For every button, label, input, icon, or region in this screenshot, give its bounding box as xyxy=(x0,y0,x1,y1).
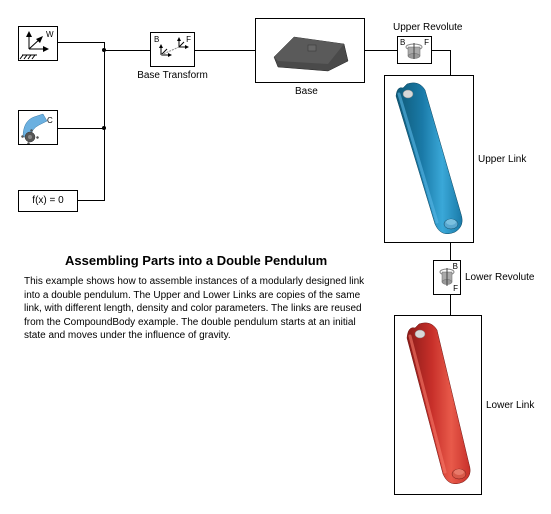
wire xyxy=(104,50,105,129)
diagram-description: This example shows how to assemble insta… xyxy=(24,275,374,343)
base-label: Base xyxy=(295,86,318,97)
lower-link-block[interactable] xyxy=(394,315,482,495)
wire xyxy=(104,50,150,51)
wire xyxy=(104,128,105,201)
upper-revolute-label: Upper Revolute xyxy=(393,22,462,33)
wire xyxy=(450,295,451,315)
solver-block[interactable]: f(x) = 0 xyxy=(18,190,78,212)
port-b: B xyxy=(400,38,405,47)
svg-text:W: W xyxy=(46,30,54,39)
port-b: B xyxy=(154,35,159,44)
solver-label: f(x) = 0 xyxy=(19,191,77,211)
mechanism-config-block[interactable]: C xyxy=(18,110,58,145)
wire xyxy=(195,50,255,51)
upper-link-icon xyxy=(385,76,473,242)
mechanism-icon: C xyxy=(19,111,57,144)
wire xyxy=(78,200,104,201)
lower-revolute-label: Lower Revolute xyxy=(465,272,534,283)
junction-dot xyxy=(102,48,106,52)
svg-text:C: C xyxy=(47,116,53,125)
upper-link-block[interactable] xyxy=(384,75,474,243)
wire xyxy=(58,42,104,43)
wire xyxy=(450,243,451,260)
base-transform-block[interactable]: B F xyxy=(150,32,195,67)
world-frame-block[interactable]: W xyxy=(18,26,58,61)
world-frame-icon: W xyxy=(19,27,57,60)
base-body-icon xyxy=(256,19,364,82)
wire xyxy=(58,128,104,129)
base-block[interactable] xyxy=(255,18,365,83)
port-f: F xyxy=(424,38,429,47)
port-f: F xyxy=(453,284,458,293)
wire xyxy=(432,50,450,51)
port-f: F xyxy=(186,35,191,44)
upper-link-label: Upper Link xyxy=(478,154,526,165)
lower-link-icon xyxy=(395,316,481,494)
base-transform-label: Base Transform xyxy=(136,70,209,81)
port-b: B xyxy=(453,262,458,271)
upper-revolute-block[interactable]: B F xyxy=(397,36,432,64)
lower-revolute-block[interactable]: B F xyxy=(433,260,461,295)
diagram-title: Assembling Parts into a Double Pendulum xyxy=(65,253,327,268)
wire xyxy=(450,50,451,75)
junction-dot xyxy=(102,126,106,130)
lower-link-label: Lower Link xyxy=(486,400,534,411)
wire xyxy=(365,50,397,51)
